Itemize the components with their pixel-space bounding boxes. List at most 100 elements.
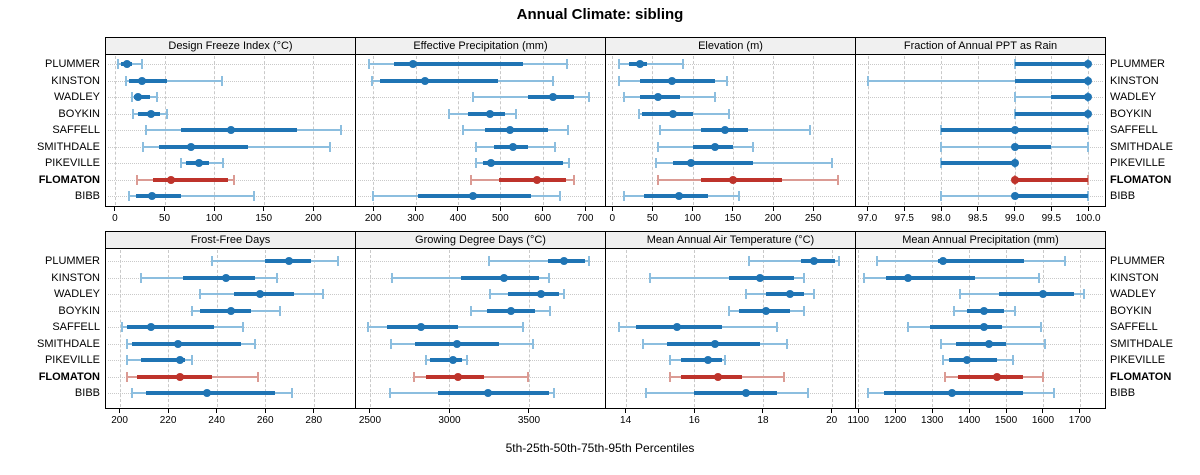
iqr-bar-25-75	[1014, 177, 1089, 182]
axis-tick-label: 0	[112, 213, 118, 224]
iqr-bar-25-75	[958, 374, 1023, 379]
whisker-cap	[521, 322, 524, 332]
axis-tick	[114, 207, 116, 211]
iqr-bar-25-75	[766, 292, 805, 296]
axis-tick	[772, 207, 774, 211]
whisker-cap	[531, 338, 534, 349]
series-label-right-saffell: SAFFELL	[1110, 124, 1158, 136]
median-dot	[711, 142, 720, 151]
axis-tick	[369, 409, 371, 413]
gridline-vertical	[858, 250, 860, 407]
iqr-bar-25-75	[673, 161, 753, 165]
axis-tick-label: 3500	[517, 415, 541, 426]
gridline-vertical	[625, 250, 627, 407]
row-guide-line	[358, 360, 603, 361]
row-guide-line	[608, 97, 853, 98]
row-guide-line	[108, 97, 353, 98]
median-dot	[167, 175, 176, 184]
series-label-right-bibb: BIBB	[1110, 190, 1136, 202]
median-dot	[548, 93, 557, 101]
gridline-vertical	[265, 250, 267, 407]
axis-tick-label: 50	[646, 213, 658, 224]
median-dot	[147, 323, 156, 331]
row-guide-line	[608, 64, 853, 65]
axis-tick	[1050, 207, 1052, 211]
iqr-bar-25-75	[141, 358, 186, 362]
axis-tick-label: 100	[205, 213, 223, 224]
panel-header-growing-degree-days-c: Growing Degree Days (°C)	[355, 231, 606, 249]
axis-tick-label: 240	[208, 415, 225, 426]
whisker-cap	[254, 338, 257, 349]
gridline-vertical	[369, 250, 371, 407]
iqr-bar-25-75	[941, 161, 1015, 165]
axis-tick	[903, 207, 905, 211]
iqr-bar-25-75	[639, 78, 716, 83]
median-dot	[720, 126, 729, 134]
median-dot	[674, 192, 683, 200]
axis-tick	[499, 207, 501, 211]
whisker-cap	[803, 305, 806, 316]
axis-tick	[1042, 409, 1044, 413]
median-dot	[448, 356, 457, 364]
whisker-cap	[1064, 256, 1067, 266]
axis-tick	[1014, 207, 1016, 211]
whisker-cap	[1087, 174, 1090, 185]
whisker-cap	[1087, 125, 1090, 135]
median-dot	[176, 356, 185, 364]
gridline-vertical	[216, 250, 218, 407]
iqr-bar-25-75	[937, 259, 1025, 263]
iqr-bar-25-75	[499, 177, 566, 182]
iqr-bar-25-75	[128, 78, 168, 83]
row-guide-line	[108, 360, 353, 361]
whisker-cap	[116, 59, 119, 69]
whisker-cap	[180, 158, 183, 168]
whisker-cap	[475, 158, 478, 168]
median-dot	[509, 142, 518, 151]
median-dot	[420, 76, 429, 85]
whisker-cap	[388, 388, 391, 398]
whisker-cap	[125, 371, 128, 382]
median-dot	[948, 389, 957, 397]
series-label-left-smithdale: SMITHDALE	[37, 337, 100, 350]
whisker-cap	[198, 289, 201, 299]
whisker-cap	[276, 272, 279, 283]
axis-tick	[651, 207, 653, 211]
whisker-cap	[623, 92, 626, 102]
whisker-cap	[337, 256, 339, 266]
median-dot	[1010, 142, 1019, 151]
median-dot	[227, 306, 236, 315]
whisker-cap	[329, 141, 332, 152]
median-dot	[635, 60, 644, 68]
panel-header-design-freeze-index-c: Design Freeze Index (°C)	[105, 37, 356, 55]
whisker-cap	[803, 272, 806, 283]
iqr-bar-25-75	[641, 111, 694, 116]
whisker-cap	[573, 174, 576, 185]
median-dot	[710, 339, 719, 348]
series-label-left-boykin: BOYKIN	[58, 107, 100, 120]
iqr-bar-25-75	[930, 325, 1003, 329]
median-dot	[536, 290, 545, 298]
axis-tick-label: 20	[826, 415, 838, 426]
whisker-cap	[637, 108, 640, 119]
whisker-cap	[367, 59, 370, 69]
iqr-bar-25-75	[1014, 194, 1089, 198]
median-dot	[506, 306, 515, 315]
axis-tick	[968, 409, 970, 413]
median-dot	[963, 356, 972, 364]
row-guide-line	[608, 294, 853, 295]
iqr-bar-25-75	[181, 128, 298, 132]
axis-tick-label: 97.5	[894, 213, 914, 224]
iqr-bar-25-75	[482, 161, 563, 165]
gridline-vertical	[831, 250, 833, 407]
axis-tick	[584, 207, 586, 211]
axis-tick-label: 98.5	[968, 213, 988, 224]
median-dot	[226, 126, 235, 134]
whisker-5-95	[618, 63, 683, 65]
median-dot	[416, 323, 425, 331]
whisker-cap	[1087, 141, 1090, 152]
iqr-bar-25-75	[680, 374, 743, 379]
median-dot	[147, 192, 156, 200]
series-label-right-boykin: BOYKIN	[1110, 107, 1152, 120]
iqr-bar-25-75	[1014, 111, 1089, 116]
whisker-cap	[748, 256, 751, 266]
